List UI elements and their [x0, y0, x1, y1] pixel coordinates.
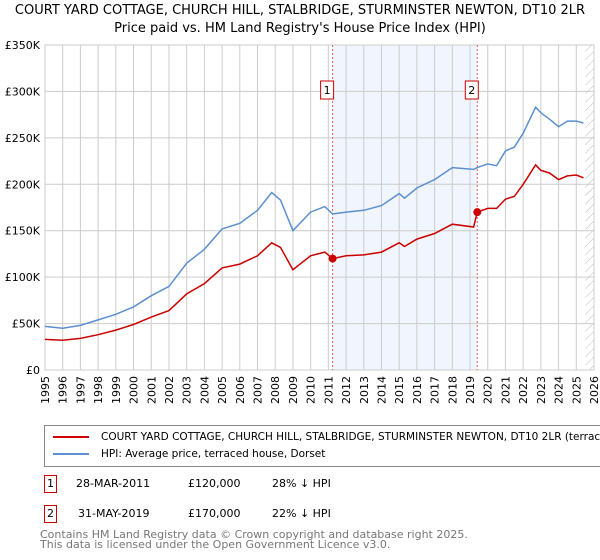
sale-point [328, 254, 337, 263]
x-tick-label: 2016 [411, 376, 424, 404]
x-tick-label: 1995 [39, 376, 52, 404]
x-tick-label: 2008 [269, 376, 282, 404]
x-tick-label: 2003 [181, 376, 194, 404]
chart-title: COURT YARD COTTAGE, CHURCH HILL, STALBRI… [14, 3, 586, 18]
sale-label-box [320, 80, 335, 100]
sale-label: 1 [320, 80, 335, 100]
x-tick-label: 2001 [145, 376, 158, 404]
footer-line-2: This data is licensed under the Open Gov… [40, 538, 391, 551]
y-tick-label: £0 [26, 364, 40, 377]
legend-label: HPI: Average price, terraced house, Dors… [101, 448, 326, 460]
x-tick-label: 2014 [375, 376, 388, 404]
y-tick-label: £200K [5, 178, 41, 191]
forecast-hatch [585, 45, 594, 370]
y-tick-label: £150K [5, 225, 41, 238]
sale-marker-box: 2 [44, 505, 57, 523]
x-tick-label: 2013 [358, 376, 371, 404]
ownership-shade [332, 45, 478, 370]
legend-item-hpi: HPI: Average price, terraced house, Dors… [53, 448, 325, 460]
plot-border [44, 44, 595, 371]
sale-label-text: 2 [468, 84, 475, 97]
series-line [44, 163, 584, 342]
y-tick-label: £350K [5, 39, 41, 52]
x-tick-label: 2009 [287, 376, 300, 404]
legend-item-property: COURT YARD COTTAGE, CHURCH HILL, STALBRI… [53, 431, 600, 443]
sale-point [473, 208, 482, 217]
sale-label-box [464, 80, 479, 100]
sale-date: 28-MAR-2011 [76, 477, 151, 490]
sale-label: 2 [464, 80, 479, 100]
x-tick-label: 2025 [570, 376, 583, 404]
x-tick-label: 2020 [482, 376, 495, 404]
y-tick-label: £250K [5, 132, 41, 145]
x-tick-label: 2000 [128, 376, 141, 404]
footer-line-1: Contains HM Land Registry data © Crown c… [40, 528, 468, 541]
legend-label: COURT YARD COTTAGE, CHURCH HILL, STALBRI… [101, 431, 600, 443]
price-chart: 1995 1996 1997 1998 1999 2000 2001 2002 2003 2004… [5, 39, 600, 404]
y-tick-label: £100K [5, 271, 41, 284]
x-tick-label: 2002 [163, 376, 176, 404]
sale-price: £170,000 [188, 507, 241, 520]
chart-subtitle: Price paid vs. HM Land Registry's House … [114, 21, 486, 36]
y-tick-label: £50K [12, 318, 41, 331]
sale-delta: 28% ↓ HPI [272, 477, 331, 490]
x-tick-label: 2004 [198, 376, 211, 404]
sale-label-text: 1 [324, 84, 331, 97]
legend-swatch-blue [53, 453, 89, 455]
x-tick-label: 2017 [429, 376, 442, 404]
x-tick-label: 2010 [305, 376, 318, 404]
x-tick-label: 2007 [252, 376, 265, 404]
legend: COURT YARD COTTAGE, CHURCH HILL, STALBRI… [44, 425, 600, 467]
x-tick-label: 2024 [553, 376, 566, 404]
x-tick-label: 2012 [340, 376, 353, 404]
y-tick-label: £300K [5, 85, 41, 98]
series-line [44, 105, 584, 329]
x-tick-label: 1999 [110, 376, 123, 404]
x-tick-label: 1997 [74, 376, 87, 404]
x-tick-label: 1996 [57, 376, 70, 404]
footer: Contains HM Land Registry data © Crown c… [40, 528, 468, 551]
x-tick-label: 1998 [92, 376, 105, 404]
sale-delta: 22% ↓ HPI [272, 507, 331, 520]
x-tick-label: 2023 [535, 376, 548, 404]
legend-swatch-red [53, 436, 89, 438]
x-tick-label: 2022 [517, 376, 530, 404]
x-tick-label: 2021 [499, 376, 512, 404]
sale-marker-box: 1 [44, 475, 57, 493]
x-tick-label: 2011 [322, 376, 335, 404]
sale-date: 31-MAY-2019 [78, 507, 150, 520]
x-tick-label: 2006 [234, 376, 247, 404]
x-tick-label: 2005 [216, 376, 229, 404]
sale-price: £120,000 [188, 477, 241, 490]
x-tick-label: 2026 [588, 376, 600, 404]
x-tick-label: 2015 [393, 376, 406, 404]
x-tick-label: 2018 [446, 376, 459, 404]
x-tick-label: 2019 [464, 376, 477, 404]
